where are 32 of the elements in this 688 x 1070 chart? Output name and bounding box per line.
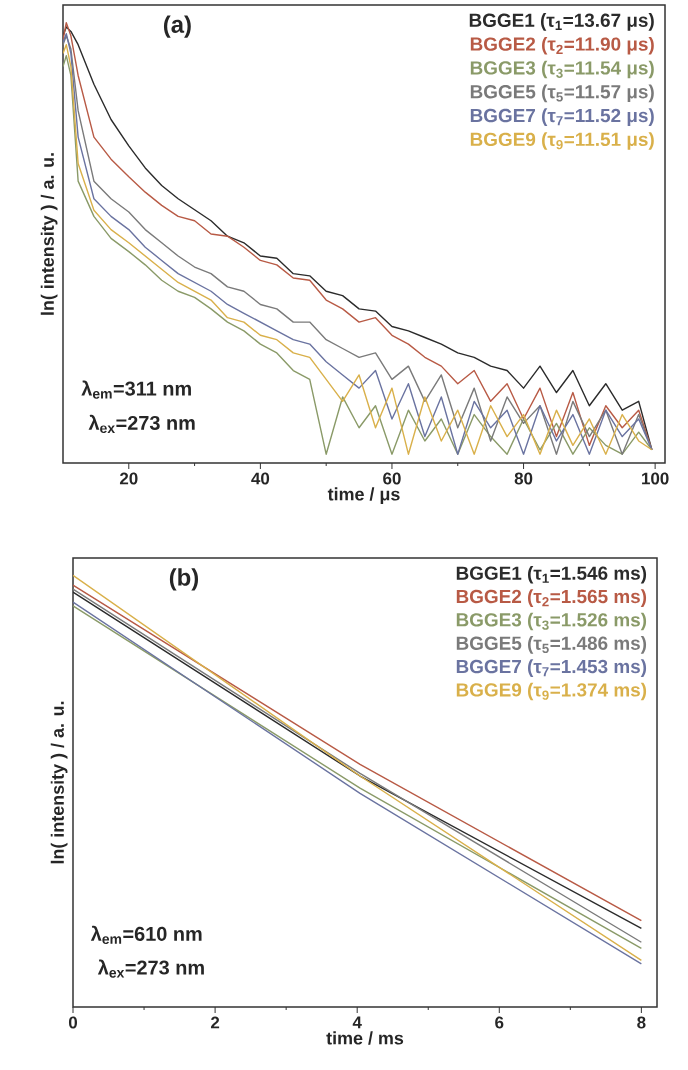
chart-title: (b) bbox=[169, 568, 199, 591]
x-axis-title: time / ms bbox=[326, 1031, 404, 1045]
x-tick-label: 8 bbox=[637, 1016, 646, 1029]
text: BGGE9 (τ$_{9}$=11.51 μs) bbox=[470, 132, 654, 150]
text: BGGE3 (τ$_{3}$=1.526 ms) bbox=[456, 612, 647, 631]
text: BGGE2 (τ$_{2}$=11.90 μs) bbox=[470, 36, 654, 55]
annotation: λ$_{em}$=311 nm bbox=[81, 380, 191, 399]
x-tick-label: 20 bbox=[119, 472, 138, 485]
text: BGGE2 (τ$_{2}$=1.565 ms) bbox=[456, 589, 647, 607]
text: BGGE5 (τ$_{5}$=1.486 ms) bbox=[456, 635, 647, 654]
x-tick-label: 60 bbox=[383, 472, 401, 485]
chart-title: (a) bbox=[163, 15, 191, 38]
text: BGGE1 (τ$_{1}$=1.546 ms) bbox=[456, 565, 647, 584]
x-axis-title: time / μs bbox=[327, 487, 400, 504]
text: BGGE9 (τ$_{9}$=1.374 ms) bbox=[456, 682, 647, 701]
text: BGGE3 (τ$_{3}$=11.54 μs) bbox=[470, 60, 654, 79]
x-tick-label: 2 bbox=[210, 1016, 220, 1029]
y-axis-title: ln( intensity ) / a. u. bbox=[50, 701, 68, 864]
text: BGGE7 (τ$_{7}$=11.52 μs) bbox=[470, 108, 654, 126]
x-tick-label: 100 bbox=[642, 472, 669, 485]
annotation: λ$_{ex}$=273 nm bbox=[88, 414, 195, 434]
x-tick-label: 40 bbox=[251, 472, 270, 485]
annotation: λ$_{em}$=610 nm bbox=[90, 925, 202, 944]
x-tick-label: 80 bbox=[514, 472, 533, 485]
x-tick-label: 0 bbox=[68, 1016, 78, 1029]
annotation: λ$_{ex}$=273 nm bbox=[97, 959, 204, 978]
x-tick-label: 4 bbox=[352, 1016, 362, 1029]
text: BGGE1 (τ$_{1}$=13.67 μs) bbox=[469, 13, 654, 31]
y-axis-title: ln( intensity ) / a. u. bbox=[40, 153, 58, 315]
text: BGGE5 (τ$_{5}$=11.57 μs) bbox=[470, 84, 654, 103]
text: BGGE7 (τ$_{7}$=1.453 ms) bbox=[456, 659, 647, 677]
x-tick-label: 6 bbox=[495, 1016, 504, 1029]
